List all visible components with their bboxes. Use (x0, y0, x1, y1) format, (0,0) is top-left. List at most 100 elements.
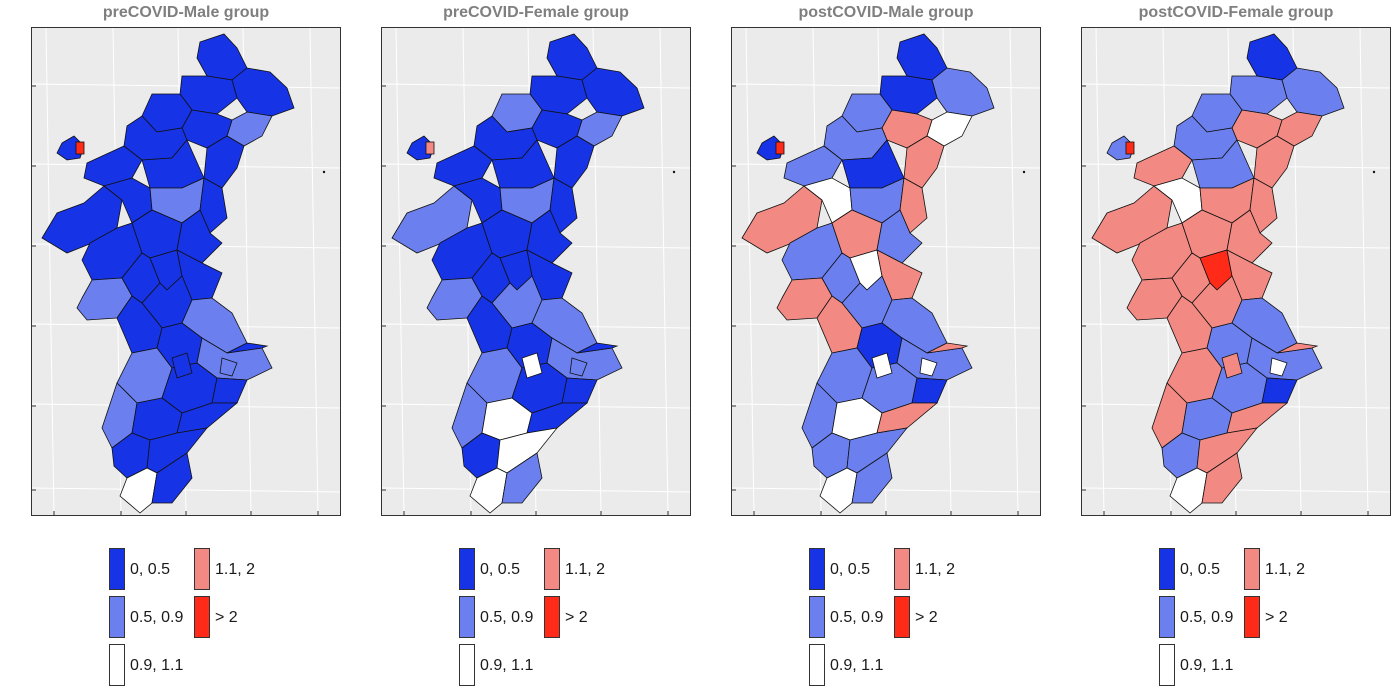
municipality-region (876, 402, 939, 434)
municipality-region (501, 452, 543, 504)
panel-title: preCOVID-Male group (102, 4, 270, 21)
municipality-region (851, 452, 893, 504)
legend-label: 0.9, 1.1 (480, 657, 534, 674)
graticule-meridian (45, 28, 55, 515)
panel-title: preCOVID-Female group (443, 4, 629, 21)
municipality-region (576, 342, 619, 354)
municipality-region (196, 33, 248, 81)
panel-title: postCOVID-Male group (798, 4, 974, 21)
map-panel: preCOVID-Male group 0, 0.5 0.5, 0.9 0.9, 1.… (31, 0, 341, 700)
legend-swatch (1244, 596, 1260, 638)
legend-swatch (1159, 644, 1175, 686)
municipality-region (151, 452, 193, 504)
municipality-region (1201, 452, 1243, 504)
map-legend: 0, 0.5 0.5, 0.9 0.9, 1.1 1.1, 2 > 2 (1159, 548, 1359, 693)
map-panel: postCOVID-Female group 0, 0.5 0.5, 0.9 0.9,… (1081, 0, 1391, 700)
choropleth-map (732, 28, 1040, 515)
graticule-meridian (1292, 28, 1302, 515)
legend-label: 0.9, 1.1 (130, 657, 184, 674)
municipality-region (1221, 352, 1243, 379)
legend-swatch (459, 644, 475, 686)
municipality-region (919, 357, 938, 377)
municipality-region (561, 377, 598, 404)
legend-swatch (109, 596, 125, 638)
enclave-hotspot (775, 141, 785, 155)
legend-label: > 2 (915, 609, 938, 626)
legend-label: 0.5, 0.9 (130, 609, 184, 626)
map-panel: postCOVID-Male group 0, 0.5 0.5, 0.9 0.9, 1… (731, 0, 1041, 700)
graticule-meridian (309, 28, 319, 515)
legend-swatch (459, 548, 475, 590)
municipality-region (211, 377, 248, 404)
map-frame (381, 27, 691, 516)
legend-swatch (894, 596, 910, 638)
legend-label: > 2 (565, 609, 588, 626)
map-frame (731, 27, 1041, 516)
municipality-region (199, 177, 228, 234)
legend-label: 0.9, 1.1 (830, 657, 884, 674)
map-legend: 0, 0.5 0.5, 0.9 0.9, 1.1 1.1, 2 > 2 (809, 548, 1009, 693)
graticule-parallel (732, 487, 1040, 493)
graticule-meridian (745, 28, 755, 515)
legend-swatch (544, 596, 560, 638)
legend-label: 1.1, 2 (1265, 561, 1306, 578)
legend-label: 0.9, 1.1 (1180, 657, 1234, 674)
municipality-region (526, 402, 589, 434)
municipality-region (911, 377, 948, 404)
legend-label: 0.5, 0.9 (480, 609, 534, 626)
municipality-region (896, 33, 948, 81)
graticule-meridian (1009, 28, 1019, 515)
legend-swatch (809, 596, 825, 638)
legend-swatch (1159, 596, 1175, 638)
legend-label: 0, 0.5 (1180, 561, 1221, 578)
municipality-region (549, 177, 578, 234)
legend-swatch (894, 548, 910, 590)
enclave-hotspot (75, 141, 85, 155)
legend-swatch (194, 596, 210, 638)
municipality-region (569, 357, 588, 377)
municipality-region (1281, 67, 1345, 117)
graticule-meridian (395, 28, 405, 515)
map-legend: 0, 0.5 0.5, 0.9 0.9, 1.1 1.1, 2 > 2 (459, 548, 659, 693)
legend-label: 1.1, 2 (915, 561, 956, 578)
municipality-region (1249, 177, 1278, 234)
graticule-meridian (592, 28, 602, 515)
island-dot (1022, 170, 1026, 174)
municipality-region (926, 342, 969, 354)
municipality-region (176, 402, 239, 434)
legend-swatch (809, 548, 825, 590)
legend-label: > 2 (1265, 609, 1288, 626)
municipality-region (1261, 377, 1298, 404)
graticule-parallel (382, 487, 690, 493)
municipality-region (1226, 402, 1289, 434)
choropleth-map (32, 28, 340, 515)
map-frame (1081, 27, 1391, 516)
enclave-hotspot (425, 141, 435, 155)
graticule-meridian (659, 28, 669, 515)
choropleth-map (382, 28, 690, 515)
graticule-parallel (1082, 487, 1390, 493)
island-dot (672, 170, 676, 174)
island-dot (1372, 170, 1376, 174)
municipality-region (521, 352, 543, 379)
panel-title: postCOVID-Female group (1138, 4, 1334, 21)
legend-swatch (1244, 548, 1260, 590)
graticule-meridian (1359, 28, 1369, 515)
legend-swatch (544, 548, 560, 590)
municipality-region (1246, 33, 1298, 81)
legend-swatch (109, 548, 125, 590)
legend-swatch (459, 596, 475, 638)
legend-label: 1.1, 2 (565, 561, 606, 578)
graticule-meridian (942, 28, 952, 515)
municipality-region (171, 352, 193, 379)
legend-label: > 2 (215, 609, 238, 626)
legend-swatch (1159, 548, 1175, 590)
legend-label: 0, 0.5 (480, 561, 521, 578)
legend-swatch (194, 548, 210, 590)
legend-label: 0.5, 0.9 (830, 609, 884, 626)
graticule-parallel (32, 487, 340, 493)
municipality-region (1276, 342, 1319, 354)
municipality-region (219, 357, 238, 377)
choropleth-map (1082, 28, 1390, 515)
graticule-meridian (242, 28, 252, 515)
